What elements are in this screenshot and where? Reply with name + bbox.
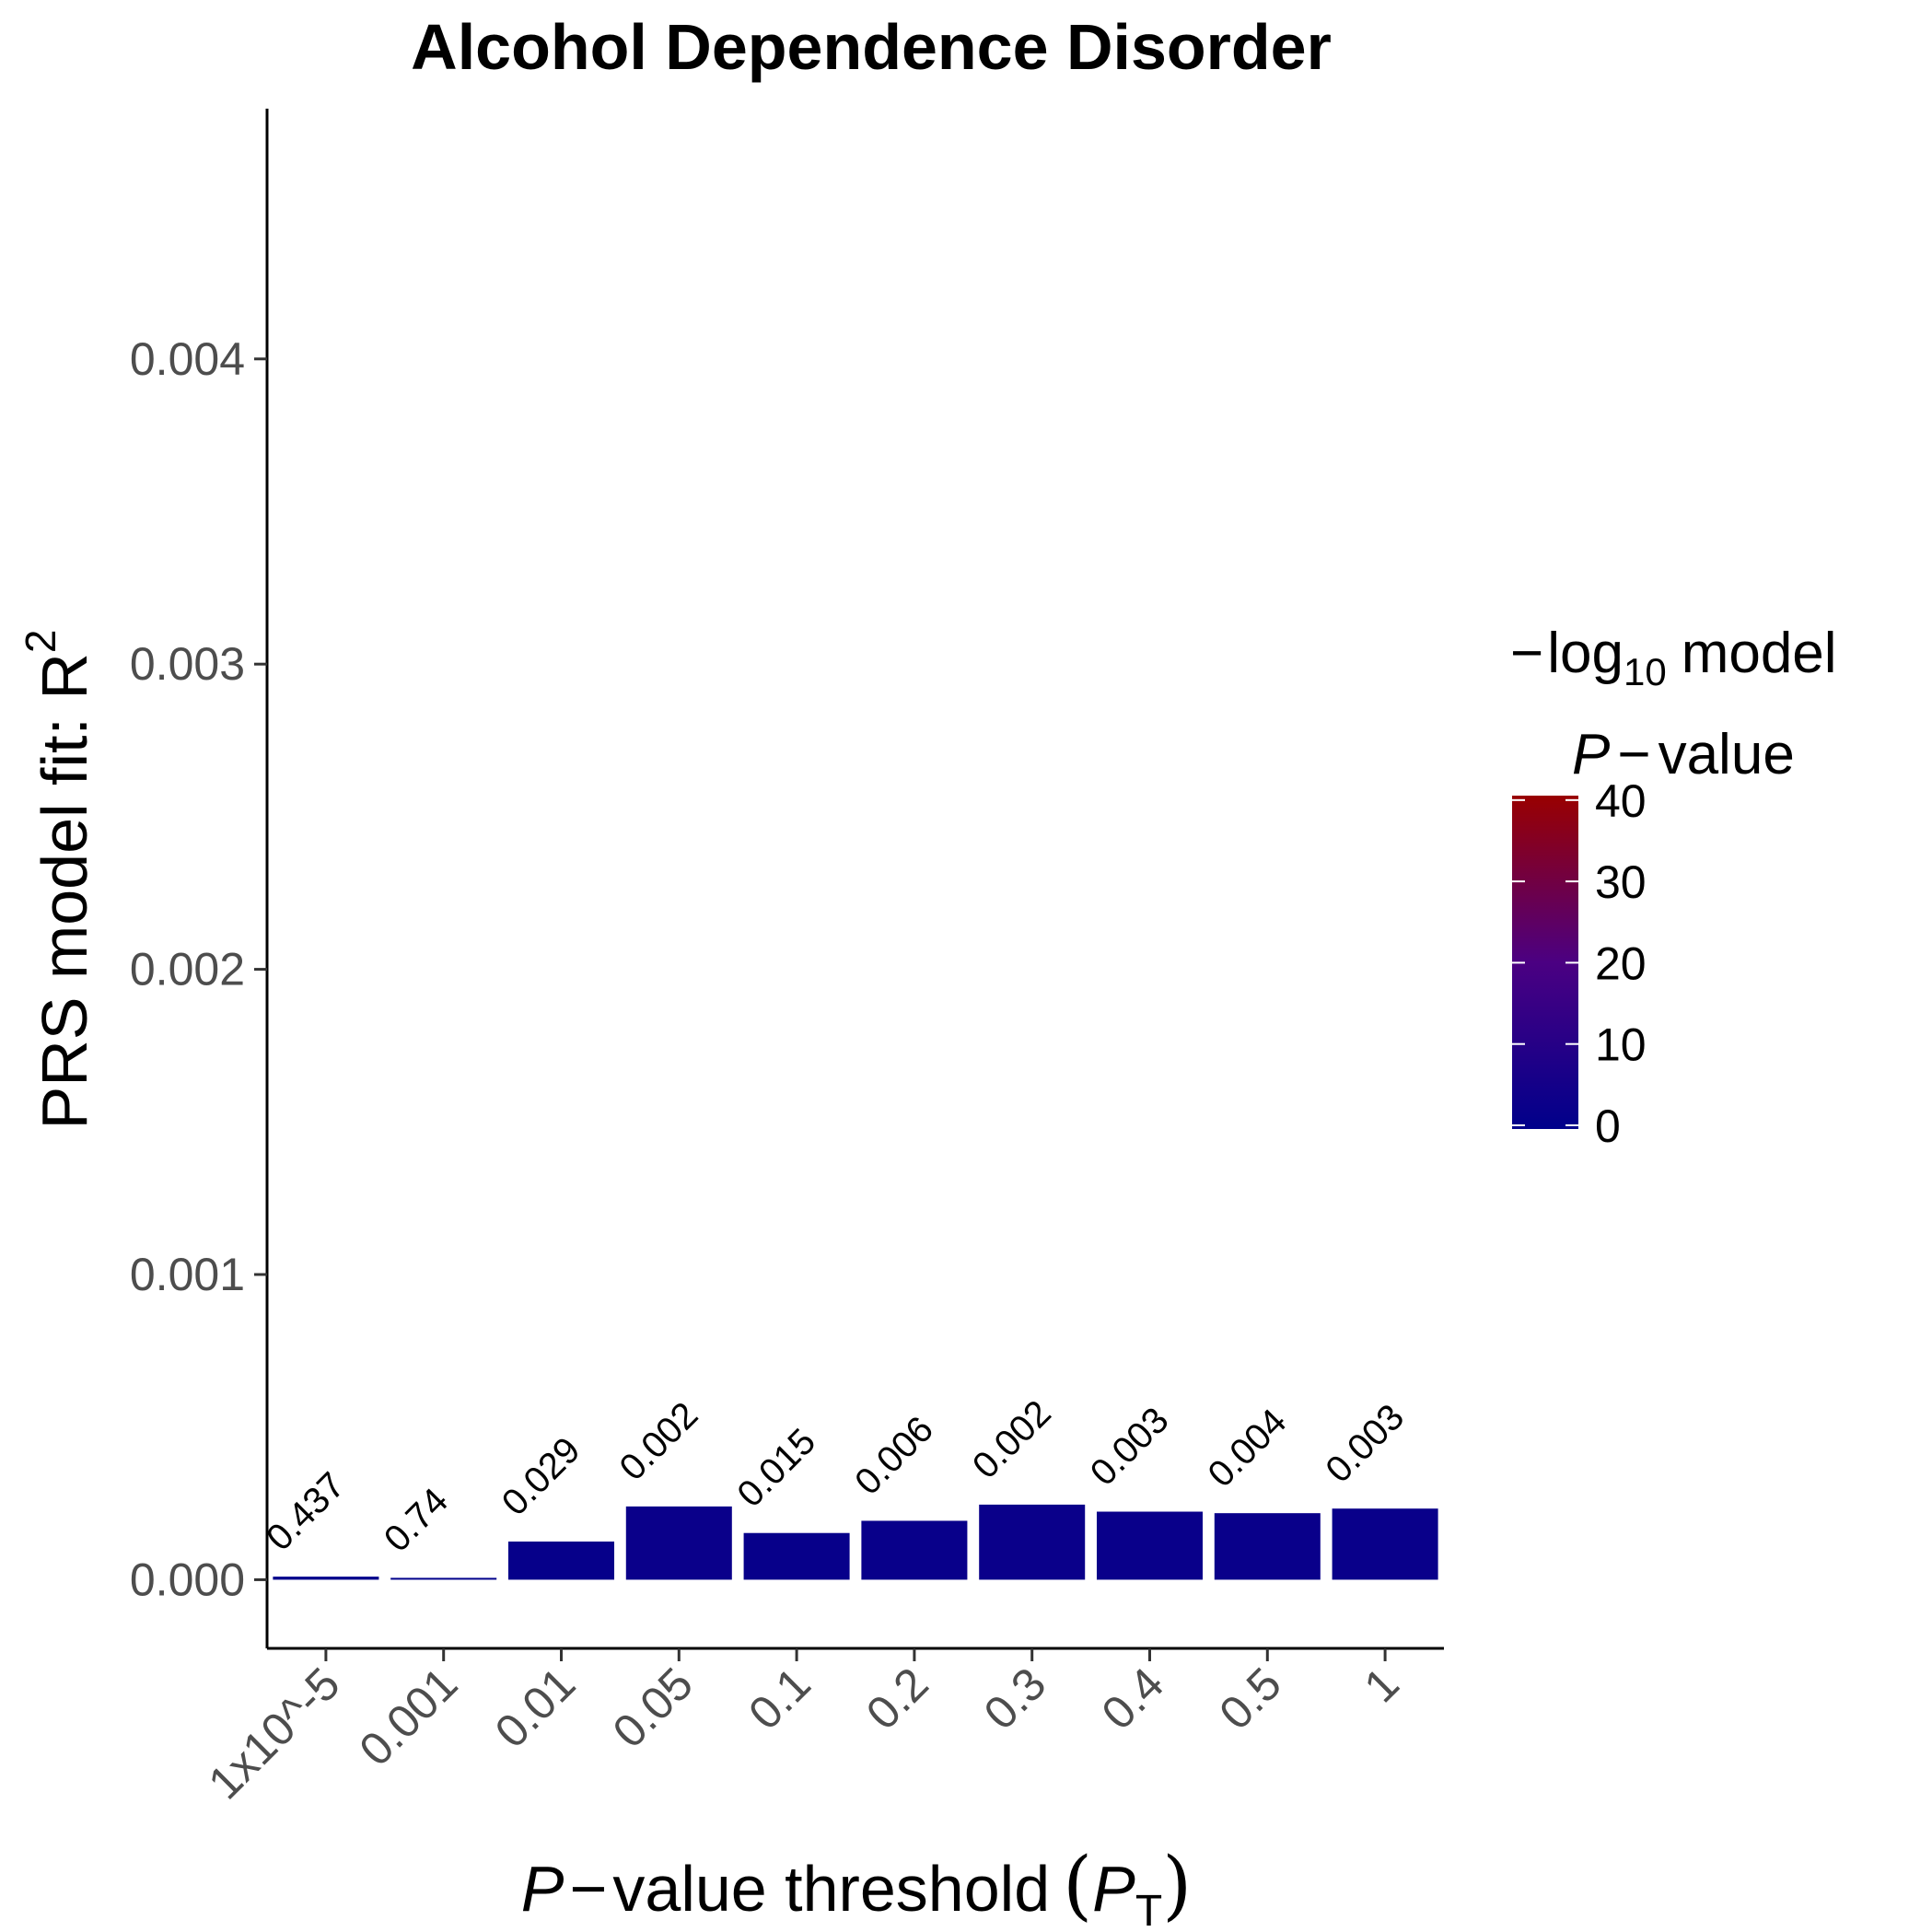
chart-title: Alcohol Dependence Disorder: [411, 11, 1332, 83]
x-tick-label-8: 0.5: [1209, 1658, 1291, 1740]
bar-label-3: 0.002: [612, 1394, 706, 1488]
x-ticks: 1x10^-5 0.001 0.01 0.05 0.1 0.2 0.3 0.4 0.5 1: [198, 1648, 1409, 1809]
y-axis-title-superscript: 2: [17, 630, 64, 654]
x-tick-label-9: 1: [1355, 1658, 1409, 1712]
y-tick-label-3: 0.003: [130, 638, 245, 690]
x-axis-title: P−value threshold (PT): [521, 1842, 1192, 1932]
legend-title-minus: −: [1510, 622, 1543, 685]
bar-8: [1214, 1513, 1321, 1580]
legend-title-subscript: 10: [1624, 650, 1667, 693]
legend-tick-label-3: 30: [1595, 856, 1647, 908]
bar-1: [390, 1577, 497, 1580]
bar-label-8: 0.004: [1201, 1402, 1295, 1496]
bar-9: [1332, 1508, 1438, 1580]
bar-0: [273, 1577, 379, 1580]
legend-title-value: value: [1658, 723, 1795, 786]
x-tick-label-3: 0.05: [603, 1658, 703, 1757]
y-tick-label-0: 0.000: [130, 1554, 245, 1605]
x-tick-label-5: 0.2: [856, 1658, 938, 1740]
y-tick-label-1: 0.001: [130, 1249, 245, 1300]
legend-tick-label-2: 20: [1595, 937, 1647, 989]
y-axis-title: PRS model fit: R2: [17, 630, 100, 1130]
y-tick-label-4: 0.004: [130, 333, 245, 385]
bar-label-1: 0.74: [377, 1481, 456, 1560]
bar-label-7: 0.003: [1083, 1400, 1177, 1494]
legend-title-model: model: [1682, 622, 1837, 685]
x-axis-title-pt: P: [1092, 1853, 1135, 1925]
x-axis-title-text: value threshold: [612, 1853, 1050, 1925]
legend-tick-label-1: 10: [1595, 1019, 1647, 1071]
bar-6: [979, 1504, 1086, 1580]
bar-label-5: 0.006: [847, 1409, 941, 1503]
y-ticks: 0.000 0.001 0.002 0.003 0.004: [130, 333, 267, 1605]
legend-title-p: P: [1572, 723, 1610, 786]
legend-tick-label-0: 0: [1595, 1100, 1621, 1152]
x-tick-label-7: 0.4: [1092, 1658, 1174, 1740]
legend-ticks: 0 10 20 30 40: [1512, 775, 1647, 1152]
x-tick-label-1: 0.001: [349, 1658, 467, 1775]
x-tick-label-2: 0.01: [485, 1658, 585, 1757]
y-tick-label-2: 0.002: [130, 944, 245, 995]
legend-title-minus2: −: [1617, 723, 1650, 786]
bar-3: [625, 1506, 732, 1580]
x-tick-label-4: 0.1: [739, 1658, 821, 1740]
bars: [273, 1504, 1438, 1580]
x-axis-title-p: P: [521, 1853, 564, 1925]
bar-label-4: 0.015: [729, 1421, 823, 1515]
bar-label-2: 0.029: [495, 1429, 588, 1523]
bar-4: [743, 1532, 850, 1580]
legend-title-line2: P − value: [1572, 723, 1795, 786]
bar-label-0: 0.437: [259, 1465, 353, 1559]
x-tick-label-0: 1x10^-5: [198, 1658, 349, 1809]
bar-7: [1096, 1511, 1204, 1580]
bar-label-9: 0.003: [1318, 1397, 1412, 1491]
x-axis-title-minus: −: [570, 1853, 608, 1925]
x-axis-title-close-paren: ): [1162, 1842, 1192, 1929]
bar-2: [507, 1542, 615, 1580]
x-axis-title-open-paren: (: [1063, 1842, 1092, 1929]
y-axis-title-main: PRS model fit: R: [29, 653, 100, 1129]
legend-title-log: log: [1547, 622, 1624, 685]
legend-title-line1: −log10 model: [1510, 622, 1837, 693]
x-axis-title-subscript: T: [1135, 1887, 1162, 1932]
bar-5: [861, 1520, 968, 1580]
x-tick-label-6: 0.3: [974, 1658, 1056, 1740]
bar-label-6: 0.002: [965, 1392, 1059, 1486]
legend-tick-label-4: 40: [1595, 775, 1647, 827]
